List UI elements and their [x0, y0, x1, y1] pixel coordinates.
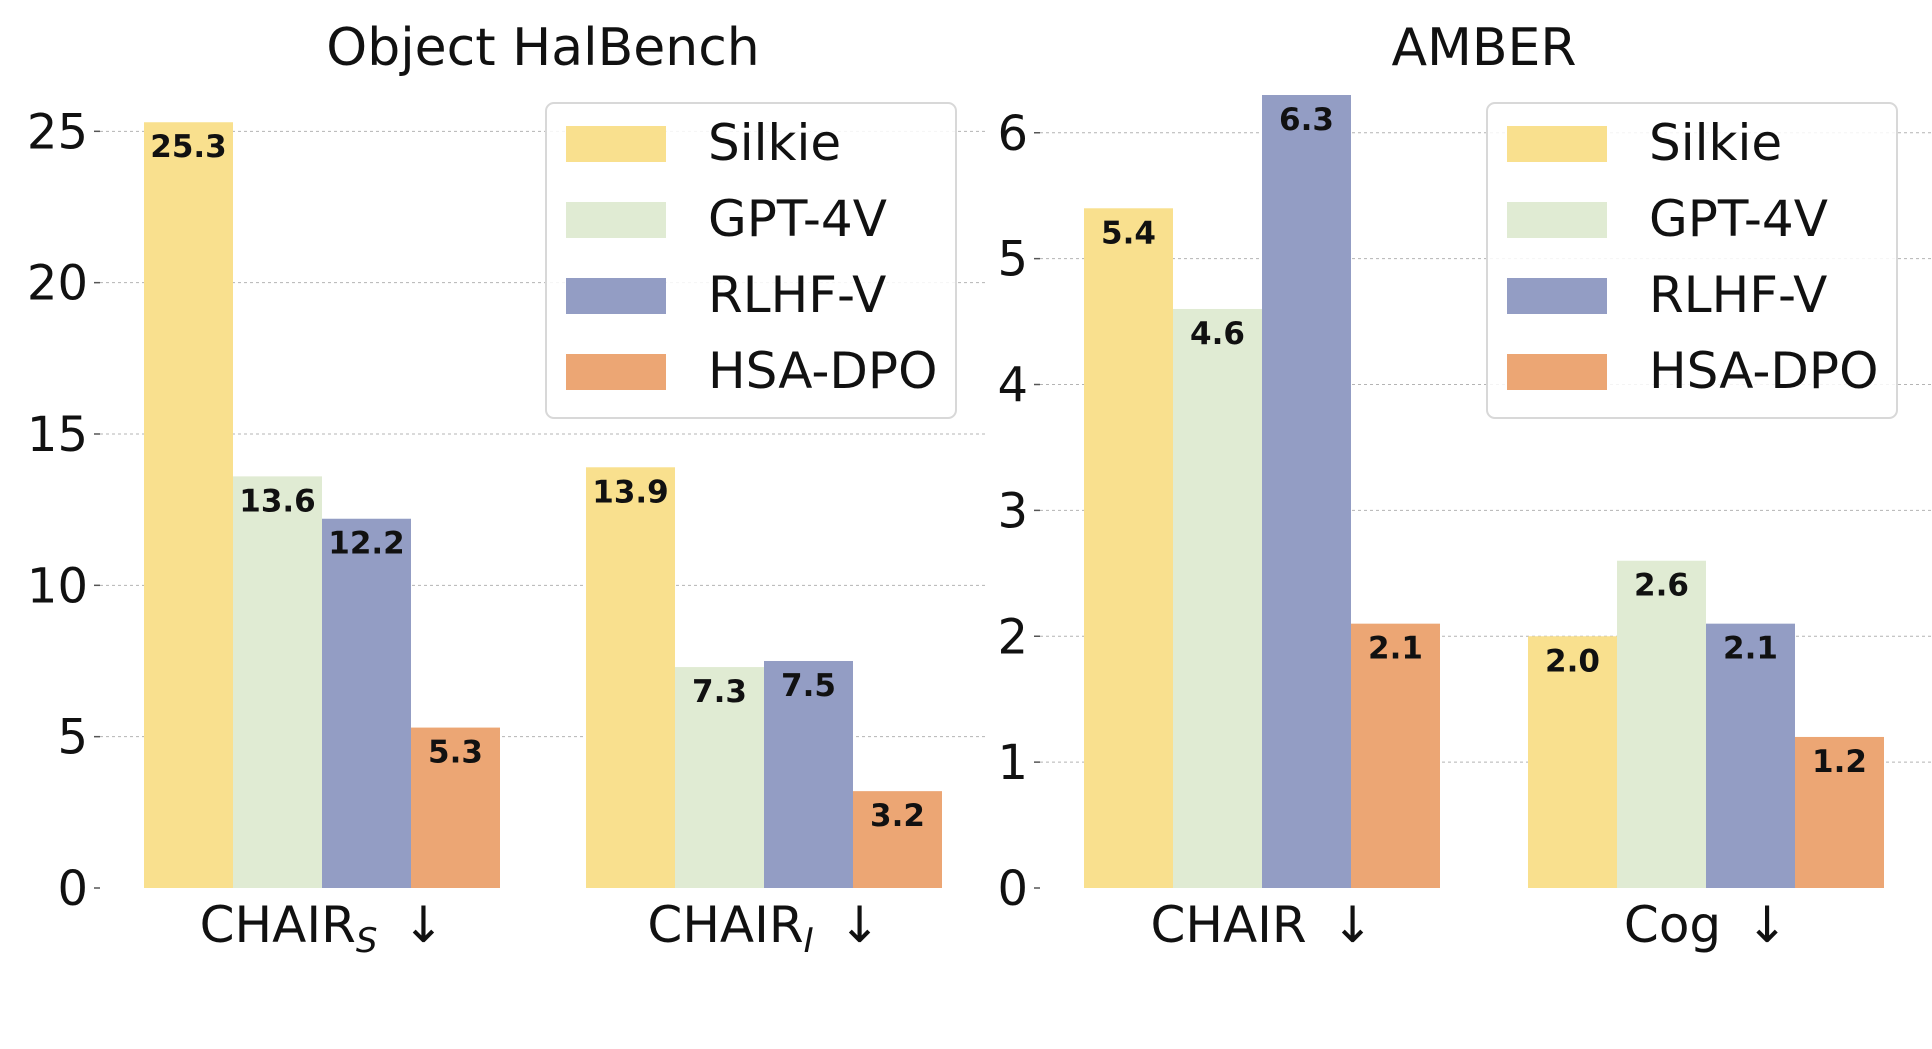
legend-swatch	[566, 354, 666, 390]
y-tick-label: 3	[997, 483, 1028, 539]
legend-swatch	[1507, 278, 1607, 314]
bar-rlhf-v-0	[322, 518, 411, 888]
data-label: 1.2	[1812, 744, 1867, 780]
bar-hsa-dpo-1	[853, 791, 942, 888]
legend-label: GPT-4V	[1649, 190, 1828, 248]
x-tick-spacer	[1721, 896, 1746, 954]
data-label: 2.1	[1368, 631, 1423, 667]
y-tick-label: 5	[57, 710, 88, 766]
x-tick-spacer	[377, 896, 402, 954]
legend-swatch	[566, 278, 666, 314]
panel-amber: AMBER 0 1 2 3 4 5 6 5.4 4.6 6.3 2.1 CHAIR ↓ 2.0 2.6 2.1…	[997, 18, 1932, 954]
x-tick-main: Cog	[1624, 896, 1721, 954]
x-tick-main: CHAIR	[647, 896, 803, 954]
legend-frame	[1486, 102, 1898, 419]
data-label: 7.3	[692, 674, 747, 710]
data-label: 3.2	[870, 798, 925, 834]
bar-silkie-0	[1084, 208, 1173, 889]
x-tick-arrow: ↓	[1746, 896, 1788, 954]
panel-object-halbench: Object HalBench 0 5 10 15 20 25 25.3 13.6 12.2 5.3…	[27, 18, 985, 961]
x-tick-label: Cog ↓	[1624, 896, 1788, 954]
legend-frame	[545, 102, 957, 419]
x-tick-arrow: ↓	[1332, 896, 1374, 954]
chart-title: AMBER	[1391, 18, 1576, 78]
x-tick-arrow: ↓	[839, 896, 881, 954]
y-tick-label: 6	[997, 106, 1028, 162]
legend-label: RLHF-V	[708, 266, 886, 324]
bar-rlhf-v-0	[1262, 95, 1351, 888]
y-tick-label: 4	[997, 358, 1028, 414]
bar-hsa-dpo-0	[411, 727, 500, 888]
bar-gpt-4v-0	[233, 476, 322, 888]
y-tick-label: 2	[997, 609, 1028, 665]
legend-label: Silkie	[708, 114, 841, 172]
data-label: 5.4	[1101, 215, 1156, 251]
bar-gpt-4v-0	[1173, 308, 1262, 888]
data-label: 2.1	[1723, 631, 1778, 667]
data-label: 5.3	[428, 735, 483, 771]
bar-hsa-dpo-1	[1795, 736, 1884, 888]
legend-swatch	[566, 126, 666, 162]
legend-swatch	[566, 202, 666, 238]
legend-label: RLHF-V	[1649, 266, 1827, 324]
bar-silkie-1	[586, 467, 675, 888]
chart-title: Object HalBench	[326, 18, 759, 78]
data-label: 13.9	[592, 474, 669, 510]
y-tick-label: 25	[27, 104, 88, 160]
data-label: 4.6	[1190, 316, 1245, 352]
legend: Silkie GPT-4V RLHF-V HSA-DPO	[545, 102, 957, 419]
y-tick-label: 1	[997, 735, 1028, 791]
legend: Silkie GPT-4V RLHF-V HSA-DPO	[1486, 102, 1898, 419]
data-label: 2.0	[1545, 643, 1600, 679]
data-label: 2.6	[1634, 568, 1689, 604]
y-tick-label: 15	[27, 407, 88, 463]
x-tick-spacer	[1307, 896, 1332, 954]
bar-rlhf-v-1	[1706, 623, 1795, 888]
legend-label: HSA-DPO	[708, 342, 937, 400]
data-label: 13.6	[239, 483, 316, 519]
x-tick-label: CHAIR ↓	[1150, 896, 1373, 954]
x-tick-main: CHAIR	[200, 896, 356, 954]
data-label: 12.2	[328, 526, 405, 562]
data-label: 6.3	[1279, 102, 1334, 138]
y-tick-label: 10	[27, 558, 88, 614]
bar-hsa-dpo-0	[1351, 623, 1440, 888]
y-tick-label: 5	[997, 232, 1028, 288]
legend-label: Silkie	[1649, 114, 1782, 172]
legend-label: HSA-DPO	[1649, 342, 1878, 400]
bar-rlhf-v-1	[764, 660, 853, 888]
y-tick-label: 0	[997, 861, 1028, 917]
x-tick-label: CHAIRI ↓	[647, 896, 880, 961]
x-tick-arrow: ↓	[402, 896, 444, 954]
data-label: 25.3	[150, 129, 227, 165]
y-tick-label: 0	[57, 861, 88, 917]
legend-swatch	[1507, 126, 1607, 162]
legend-swatch	[1507, 202, 1607, 238]
y-tick-label: 20	[27, 256, 88, 312]
bar-silkie-1	[1528, 636, 1617, 888]
legend-label: GPT-4V	[708, 190, 887, 248]
x-tick-spacer	[814, 896, 839, 954]
bar-silkie-0	[144, 122, 233, 888]
x-tick-label: CHAIRS ↓	[200, 896, 445, 961]
x-tick-main: CHAIR	[1150, 896, 1306, 954]
bar-gpt-4v-1	[1617, 560, 1706, 888]
x-tick-subscript: I	[804, 921, 814, 961]
legend-swatch	[1507, 354, 1607, 390]
bar-gpt-4v-1	[675, 667, 764, 888]
data-label: 7.5	[781, 668, 836, 704]
x-tick-subscript: S	[356, 921, 378, 961]
